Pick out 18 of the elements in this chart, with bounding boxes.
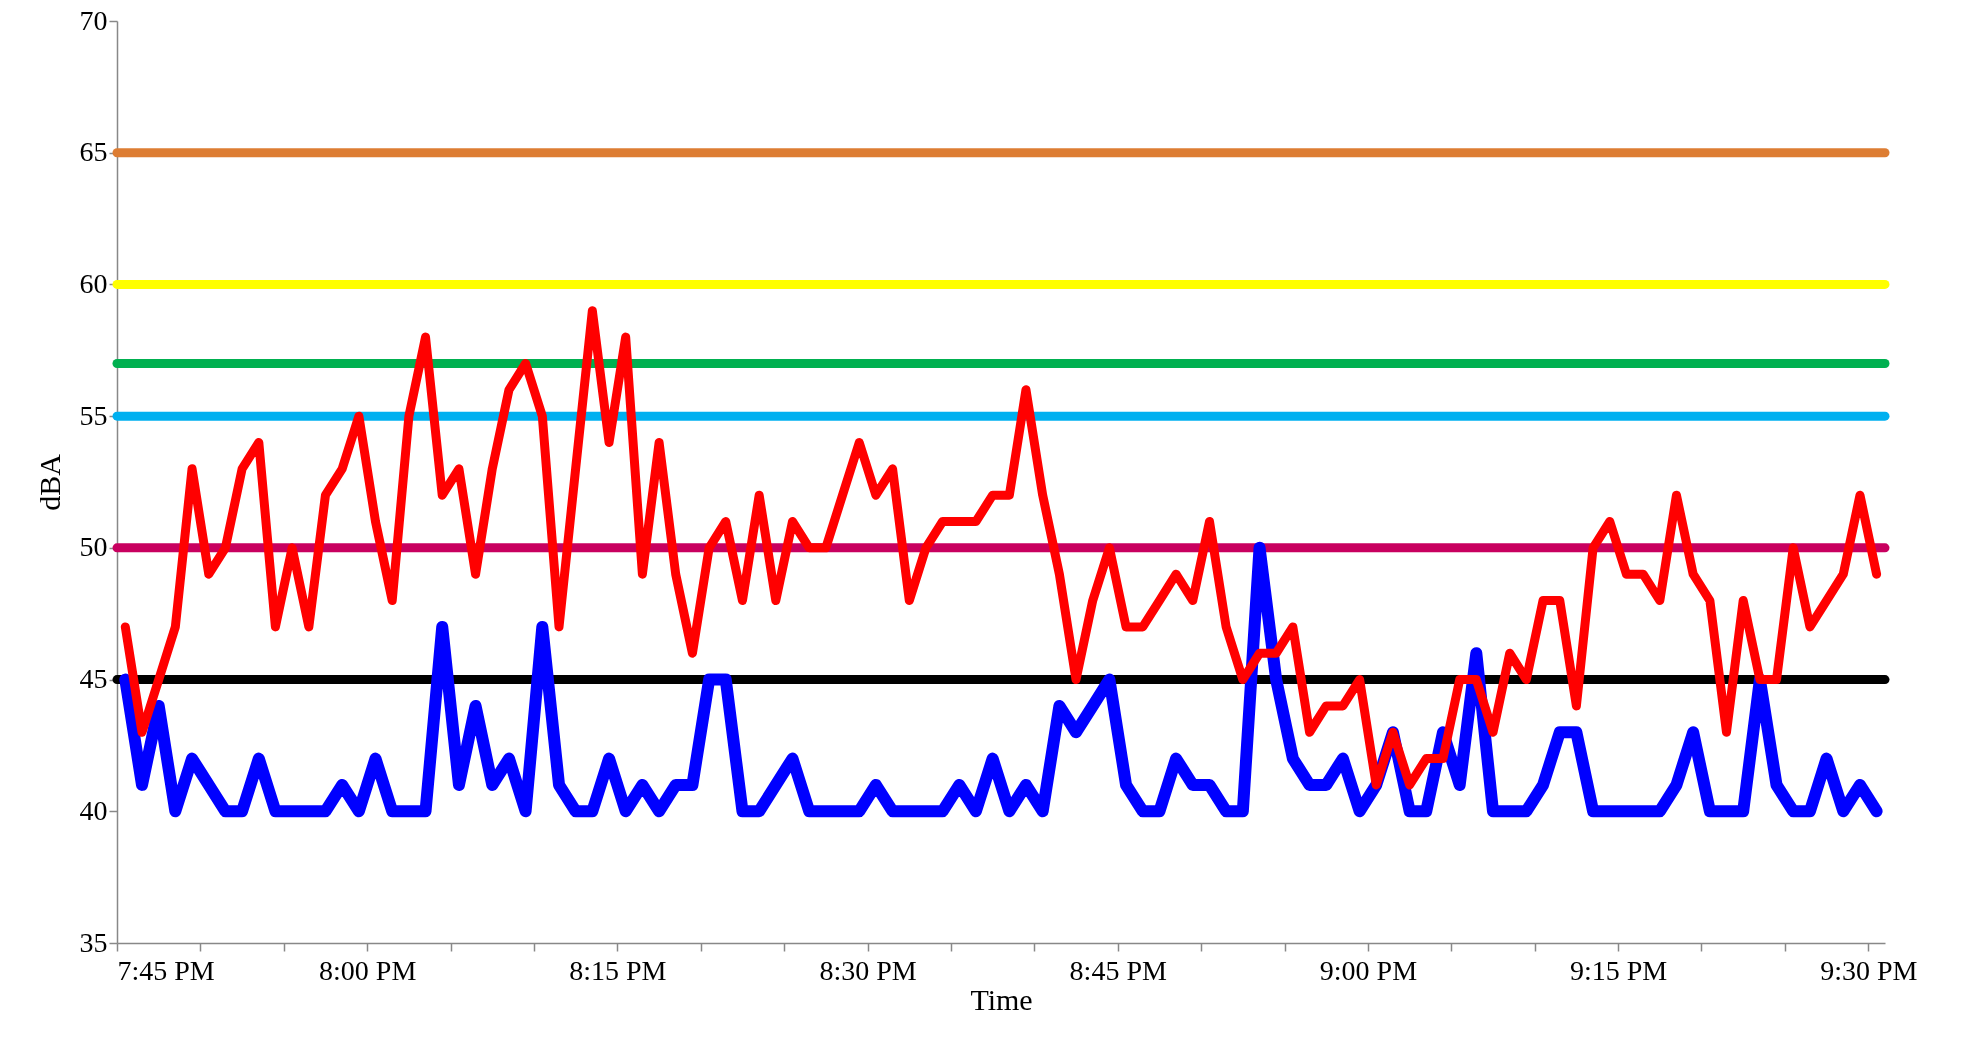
y-tick-label: 60: [79, 267, 108, 299]
y-tick-label: 55: [79, 399, 108, 431]
x-axis-title: Time: [970, 982, 1033, 1016]
x-tick-label: 7:45 PM: [117, 954, 215, 986]
x-tick-label: 9:00 PM: [1319, 954, 1418, 986]
x-tick-label: 8:00 PM: [319, 954, 417, 986]
x-tick-label: 8:30 PM: [819, 954, 917, 986]
y-axis-title: dBA: [32, 453, 66, 511]
y-tick-label: 50: [79, 531, 108, 563]
y-tick-label: 65: [79, 136, 108, 168]
x-tick-label: 8:45 PM: [1069, 954, 1167, 986]
y-tick-label: 35: [79, 926, 108, 958]
y-tick-label: 45: [79, 663, 108, 695]
x-tick-label: 9:30 PM: [1820, 954, 1918, 986]
y-tick-label: 70: [79, 4, 108, 36]
y-tick-label: 40: [79, 794, 108, 826]
x-tick-label: 8:15 PM: [569, 954, 667, 986]
x-tick-label: 9:15 PM: [1569, 954, 1668, 986]
